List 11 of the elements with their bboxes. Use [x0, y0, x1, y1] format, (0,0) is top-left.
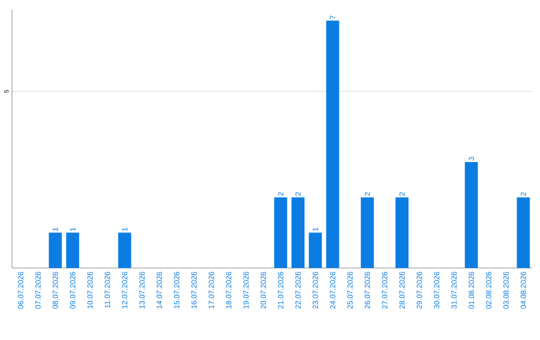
bar [516, 197, 530, 268]
bar [66, 232, 80, 268]
bar [326, 20, 340, 268]
bar [292, 197, 304, 268]
bar [360, 197, 374, 268]
bar [48, 232, 62, 268]
bar [396, 197, 409, 268]
bar [118, 232, 132, 268]
bar [274, 197, 288, 268]
bar [464, 162, 478, 268]
bar [308, 232, 322, 268]
